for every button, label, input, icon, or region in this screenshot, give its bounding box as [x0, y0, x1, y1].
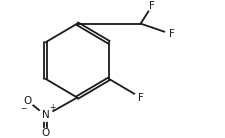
Ellipse shape [164, 29, 177, 39]
Ellipse shape [133, 93, 146, 102]
Ellipse shape [38, 110, 53, 121]
Text: O: O [41, 128, 50, 138]
Text: F: F [137, 93, 143, 103]
Text: N: N [41, 110, 49, 120]
Ellipse shape [145, 1, 158, 11]
Text: −: − [20, 104, 27, 113]
Text: O: O [23, 96, 32, 106]
Ellipse shape [39, 128, 52, 138]
Text: F: F [168, 29, 174, 39]
Text: +: + [50, 103, 56, 112]
Ellipse shape [21, 96, 34, 106]
Text: F: F [148, 1, 154, 11]
